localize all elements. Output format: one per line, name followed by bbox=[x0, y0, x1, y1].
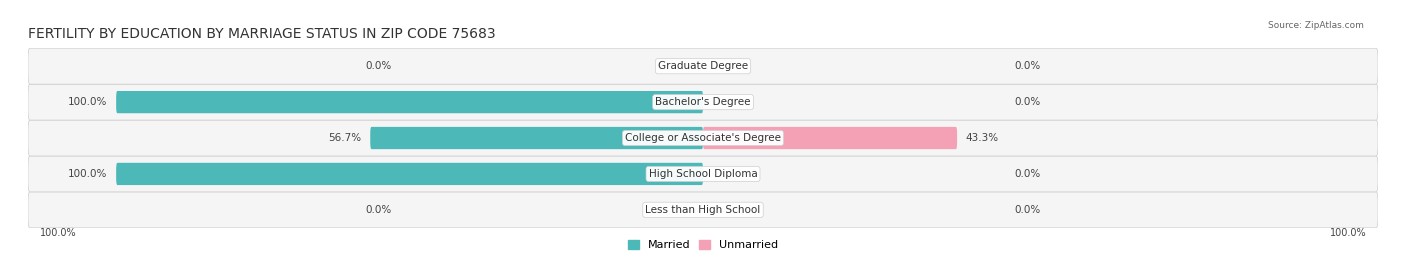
Text: High School Diploma: High School Diploma bbox=[648, 169, 758, 179]
Text: 56.7%: 56.7% bbox=[329, 133, 361, 143]
Text: College or Associate's Degree: College or Associate's Degree bbox=[626, 133, 780, 143]
FancyBboxPatch shape bbox=[28, 120, 1378, 156]
Text: Source: ZipAtlas.com: Source: ZipAtlas.com bbox=[1268, 21, 1364, 31]
Text: 100.0%: 100.0% bbox=[67, 97, 107, 107]
Text: 43.3%: 43.3% bbox=[966, 133, 1000, 143]
FancyBboxPatch shape bbox=[370, 127, 703, 149]
Text: Bachelor's Degree: Bachelor's Degree bbox=[655, 97, 751, 107]
FancyBboxPatch shape bbox=[703, 127, 957, 149]
Text: Graduate Degree: Graduate Degree bbox=[658, 61, 748, 71]
Legend: Married, Unmarried: Married, Unmarried bbox=[623, 236, 783, 255]
Text: FERTILITY BY EDUCATION BY MARRIAGE STATUS IN ZIP CODE 75683: FERTILITY BY EDUCATION BY MARRIAGE STATU… bbox=[28, 27, 496, 41]
Text: 0.0%: 0.0% bbox=[1014, 97, 1040, 107]
Text: Less than High School: Less than High School bbox=[645, 205, 761, 215]
FancyBboxPatch shape bbox=[117, 91, 703, 113]
Text: 0.0%: 0.0% bbox=[1014, 169, 1040, 179]
Text: 100.0%: 100.0% bbox=[39, 228, 76, 238]
FancyBboxPatch shape bbox=[28, 156, 1378, 192]
Text: 0.0%: 0.0% bbox=[366, 61, 392, 71]
FancyBboxPatch shape bbox=[28, 84, 1378, 120]
FancyBboxPatch shape bbox=[117, 163, 703, 185]
FancyBboxPatch shape bbox=[28, 48, 1378, 84]
FancyBboxPatch shape bbox=[28, 192, 1378, 228]
Text: 0.0%: 0.0% bbox=[1014, 61, 1040, 71]
Text: 100.0%: 100.0% bbox=[67, 169, 107, 179]
Text: 100.0%: 100.0% bbox=[1330, 228, 1367, 238]
Text: 0.0%: 0.0% bbox=[366, 205, 392, 215]
Text: 0.0%: 0.0% bbox=[1014, 205, 1040, 215]
